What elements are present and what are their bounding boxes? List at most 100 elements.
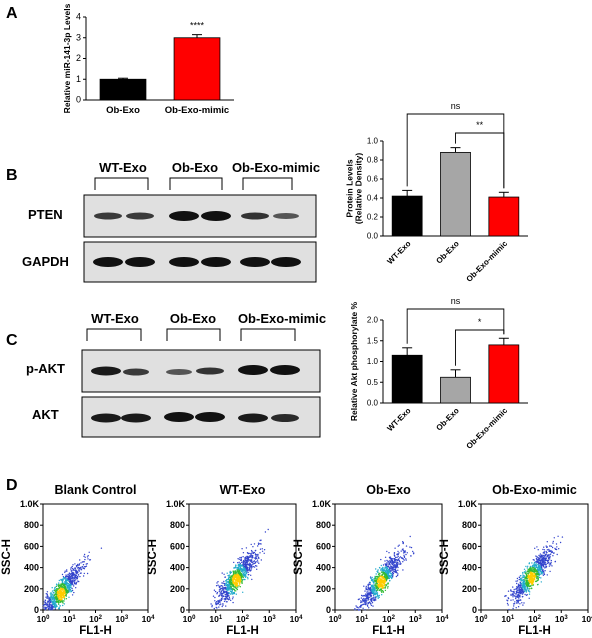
blot-b-band <box>126 212 154 220</box>
flow-event-dot <box>223 600 226 603</box>
flow-event-dot <box>375 568 377 570</box>
flow-event-dot <box>51 590 54 592</box>
flow-event-dot <box>65 574 67 576</box>
flow-event-dot <box>223 598 225 600</box>
flow-event-dot <box>377 570 379 572</box>
bar-chart-b: 0.0 0.2 0.4 0.6 0.8 1.0 Protein Levels(Relativ… <box>344 101 528 284</box>
flow-event-dot <box>242 556 244 558</box>
flow-event-dot <box>58 588 60 591</box>
flow-event-dot <box>539 563 541 565</box>
bar-chart-c: 0.0 0.5 1.0 1.5 2.0 Relative Akt phosphorylat… <box>349 296 528 451</box>
flow-event-dot <box>559 541 562 544</box>
flow-event-dot <box>65 591 67 594</box>
flow-event-dot <box>554 561 556 563</box>
flow-event-dot <box>50 592 52 594</box>
flow-event-dot <box>516 589 518 592</box>
y-tick-label: 4 <box>76 12 81 22</box>
flow-event-dot <box>242 591 244 593</box>
x-tick-base: 10 <box>63 614 73 624</box>
y-tick-label: 0.6 <box>367 175 379 184</box>
flow-event-dot <box>386 567 389 570</box>
blot-b-band <box>93 257 123 267</box>
flow-event-dot <box>46 593 48 595</box>
flow-event-dot <box>213 589 216 591</box>
bar <box>99 78 147 101</box>
flow-event-dot <box>256 568 258 570</box>
flow-event-dot <box>239 556 241 559</box>
flow-event-dot <box>515 595 517 598</box>
flow-event-dot <box>361 604 363 606</box>
flow-event-dot <box>528 563 530 565</box>
flow-event-dot <box>218 590 220 592</box>
flow-event-dot <box>253 561 255 563</box>
flow-event-dot <box>385 564 387 567</box>
flow-event-dot <box>542 574 545 576</box>
flow-event-dot <box>63 587 65 589</box>
blot-c-band <box>91 413 121 423</box>
x-tick-label: 101 <box>209 614 222 624</box>
x-tick-label: 100 <box>475 614 488 624</box>
flow-event-dot <box>537 565 540 567</box>
flow-event-dot <box>522 571 524 574</box>
flow-event-dot <box>244 576 247 578</box>
flow-event-dot <box>381 568 383 570</box>
flow-event-dot <box>370 602 372 605</box>
flow-event-dot <box>222 604 224 606</box>
flow-event-dot <box>233 591 235 594</box>
flow-event-dot <box>517 601 520 603</box>
y-tick-label: 0 <box>326 605 331 615</box>
x-tick-base: 10 <box>582 614 592 624</box>
flow-event-dot <box>76 575 79 578</box>
x-tick-exponent: 1 <box>72 615 76 621</box>
flow-event-dot <box>70 570 73 572</box>
x-tick-label: 100 <box>37 614 50 624</box>
flow-event-dot <box>235 581 238 583</box>
flow-event-dot <box>523 602 525 604</box>
y-tick-label: 1.0 <box>367 137 379 146</box>
flow-event-dot <box>232 601 234 604</box>
flow-event-dot <box>536 572 538 574</box>
bar <box>173 37 221 101</box>
y-axis-label: SSC-H <box>439 539 451 575</box>
flow-event-dot <box>75 564 78 567</box>
flow-event-dot <box>70 590 72 592</box>
flow-event-dot <box>261 548 263 550</box>
flow-event-dot <box>220 603 222 605</box>
flow-event-dot <box>226 601 228 603</box>
flow-event-dot <box>73 591 75 594</box>
flow-event-dot <box>260 559 262 561</box>
flow-event-dot <box>223 582 226 585</box>
flow-event-dot <box>526 573 528 575</box>
significance-label: * <box>478 317 482 327</box>
flow-event-dot <box>237 586 239 588</box>
flow-event-dot <box>537 549 539 551</box>
y-tick-label: 0 <box>180 605 185 615</box>
flow-event-dot <box>363 585 365 587</box>
flow-event-dot <box>536 556 538 558</box>
blot-b-band <box>201 211 231 221</box>
flow-event-dot <box>253 551 256 554</box>
flow-event-dot <box>402 569 404 571</box>
flow-event-dot <box>72 579 74 582</box>
y-tick-label: 3 <box>76 32 81 42</box>
flow-event-dot <box>228 591 230 594</box>
flow-event-dot <box>238 584 240 586</box>
flow-event-dot <box>546 562 548 565</box>
x-tick-base: 10 <box>263 614 273 624</box>
flow-event-dot <box>518 588 520 590</box>
x-tick-label: 104 <box>436 614 449 624</box>
flow-event-dot <box>222 586 224 588</box>
flow-event-dot <box>254 562 256 564</box>
flow-event-dot <box>516 577 519 580</box>
flow-event-dot <box>81 561 84 563</box>
x-tick-base: 10 <box>236 614 246 624</box>
flow-event-dot <box>223 580 225 583</box>
flow-event-dot <box>531 565 534 568</box>
flow-event-dot <box>386 559 388 562</box>
flow-event-dot <box>57 603 60 605</box>
flow-event-dot <box>406 552 408 554</box>
flow-event-dot <box>388 556 391 559</box>
flow-event-dot <box>234 583 237 585</box>
flow-event-dot <box>396 554 398 556</box>
